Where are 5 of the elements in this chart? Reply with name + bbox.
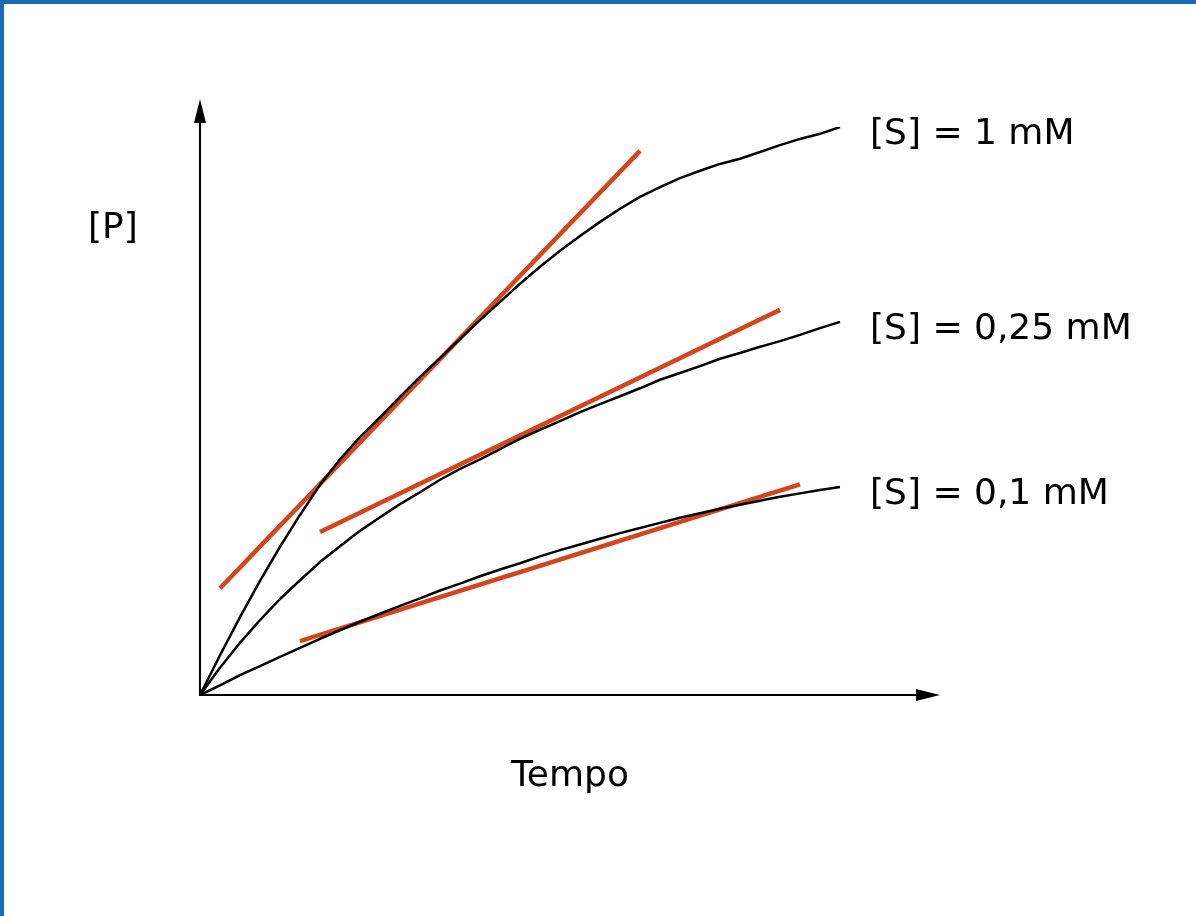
series-label: [S] = 0,1 mM	[870, 471, 1109, 513]
series-label: [S] = 0,25 mM	[870, 306, 1132, 348]
series-label: [S] = 1 mM	[870, 111, 1075, 153]
y-axis-title: [P]	[88, 205, 138, 246]
x-axis-title: Tempo	[511, 753, 629, 794]
